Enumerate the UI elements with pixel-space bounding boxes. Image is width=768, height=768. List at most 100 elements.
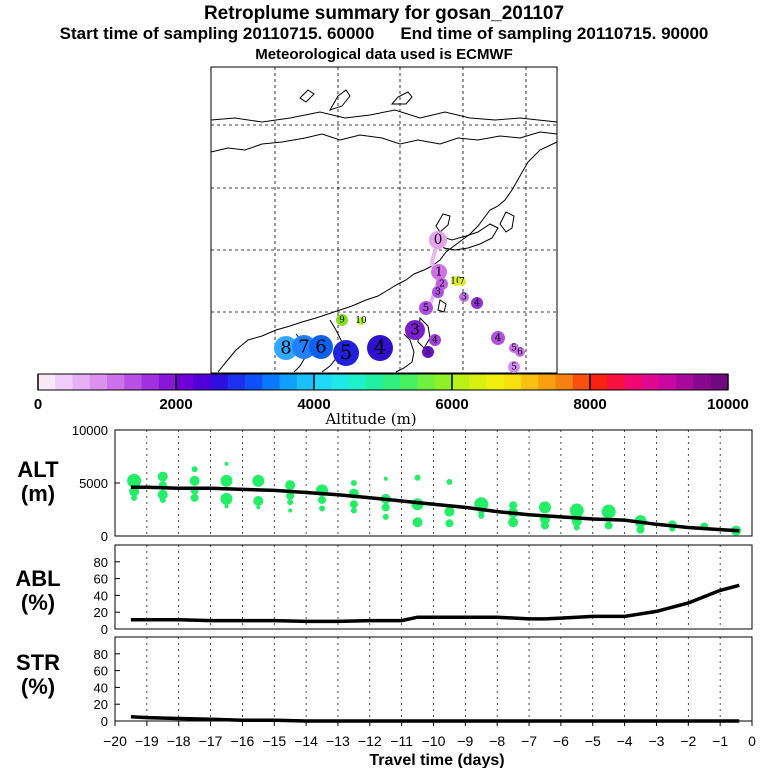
colorbar-cell <box>538 374 556 390</box>
alt-point <box>189 475 200 486</box>
y-tick-label: 20 <box>94 697 108 712</box>
colorbar-ticks: 0 2000 4000 6000 8000 10000 <box>34 374 749 413</box>
colorbar-cell <box>245 374 263 390</box>
alt-point <box>382 513 389 520</box>
x-tick-label: −15 <box>262 733 286 749</box>
x-tick-label: −18 <box>167 733 191 749</box>
map-marker-label: 4 <box>495 332 502 344</box>
met-data-note: Meteorological data used is ECMWF <box>255 46 513 63</box>
alt-point <box>253 496 264 507</box>
alt-point <box>318 495 327 504</box>
map-marker <box>422 346 434 358</box>
colorbar-cell <box>262 374 280 390</box>
alt-point <box>127 473 142 488</box>
colorbar-cell <box>521 374 539 390</box>
sampling-times: Start time of sampling 20110715. 60000 En… <box>0 24 768 44</box>
x-tick-label: −16 <box>231 733 255 749</box>
colorbar-cell <box>486 374 505 390</box>
map-marker-label: 7 <box>298 336 309 357</box>
colorbar-tick-label: 10000 <box>707 396 749 413</box>
colorbar-cell <box>38 374 56 390</box>
abl-ylabel: ABL <box>15 566 60 591</box>
x-axis-ticks: −20 −19 −18 −17 −16 −15 −14 −13 −12 −11 −10 −9 −8 −7−… <box>103 721 756 749</box>
colorbar-cell <box>193 374 211 390</box>
alt-point <box>508 517 519 528</box>
alt-point <box>569 503 584 518</box>
alt-point <box>636 525 645 534</box>
colorbar-cell <box>572 374 591 390</box>
alt-point <box>349 500 358 509</box>
map-marker-label: 3 <box>435 288 441 298</box>
colorbar-tick-label: 2000 <box>159 396 192 413</box>
colorbar-cell <box>417 374 436 390</box>
x-tick-label: −6 <box>553 733 569 749</box>
colorbar-tick-label: 8000 <box>573 396 606 413</box>
y-tick-label: 0 <box>101 529 108 544</box>
colorbar-cell <box>624 374 643 390</box>
colorbar-label: Altitude (m) <box>324 410 416 428</box>
y-tick-label: 60 <box>94 664 108 679</box>
alt-point <box>444 506 455 517</box>
colorbar-cell <box>555 374 574 390</box>
alt-point <box>573 524 580 531</box>
alt-point <box>191 466 198 473</box>
str-line <box>130 715 740 723</box>
y-tick-label: 80 <box>94 647 108 662</box>
x-tick-label: −9 <box>457 733 473 749</box>
map-marker-label: 4 <box>474 299 480 309</box>
map-marker-label: 5 <box>511 343 517 353</box>
alt-point <box>157 489 168 500</box>
colorbar-cell <box>107 374 125 390</box>
alt-point <box>224 504 229 509</box>
map-marker <box>458 278 466 286</box>
x-tick-label: −1 <box>712 733 728 749</box>
colorbar-cell <box>331 374 349 390</box>
map-marker-label: 1 <box>435 265 443 279</box>
map-marker <box>515 347 525 357</box>
abl-line <box>130 583 740 624</box>
alt-point <box>319 505 326 512</box>
map-marker-label: 3 <box>461 292 467 302</box>
alt-point <box>285 480 296 491</box>
alt-point <box>509 501 518 510</box>
map-marker <box>292 335 316 359</box>
colorbar-cell <box>590 374 608 390</box>
alt-point <box>224 461 229 466</box>
alt-point <box>446 478 453 485</box>
map-marker <box>333 340 359 366</box>
map-marker-label: 4 <box>432 336 438 346</box>
colorbar-cell <box>503 374 522 390</box>
x-tick-label: −12 <box>358 733 382 749</box>
alt-point <box>445 519 454 528</box>
map-marker <box>419 301 433 315</box>
alt-panel: ALT (m) 0 5000 10000 <box>17 423 753 544</box>
x-tick-label: −10 <box>422 733 446 749</box>
y-tick-label: 40 <box>94 680 108 695</box>
map-marker <box>357 317 365 325</box>
alt-median-line <box>130 485 740 533</box>
colorbar-cell <box>141 374 160 390</box>
alt-point <box>478 512 485 519</box>
map-marker-label: 10 <box>450 276 462 286</box>
map-marker-label: 8 <box>280 337 291 358</box>
colorbar-cell <box>400 374 418 390</box>
colorbar-cell <box>641 374 660 390</box>
x-tick-label: −7 <box>521 733 537 749</box>
map-marker <box>274 336 298 360</box>
alt-point <box>287 499 294 506</box>
alt-point <box>538 501 551 514</box>
colorbar-cell <box>89 374 108 390</box>
x-tick-label: −17 <box>199 733 223 749</box>
colorbar-cell <box>210 374 229 390</box>
colorbar-cell <box>365 374 384 390</box>
colorbar-tick-label: 4000 <box>297 396 330 413</box>
colorbar-cell <box>710 374 729 390</box>
map-marker-label: 7 <box>459 277 465 287</box>
y-tick-label: 10000 <box>72 423 108 438</box>
colorbar-cell <box>314 374 332 390</box>
colorbar-cell <box>279 374 298 390</box>
colorbar-cell <box>158 374 177 390</box>
x-tick-label: −2 <box>680 733 696 749</box>
end-time: End time of sampling 20110715. 90000 <box>400 24 709 43</box>
